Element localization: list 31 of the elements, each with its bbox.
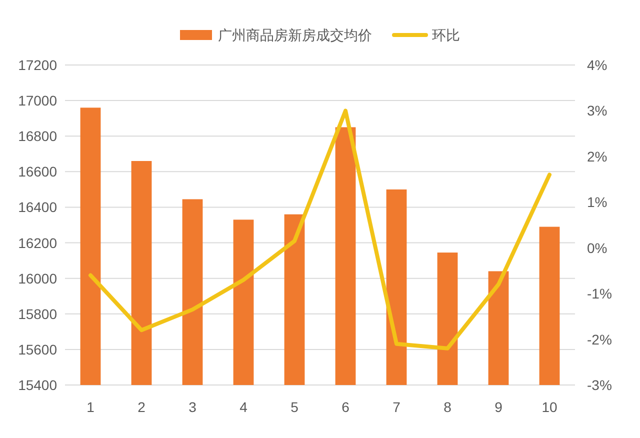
line-series — [88, 108, 552, 350]
y-tick-label: 16200 — [18, 234, 58, 251]
legend-label: 广州商品房新房成交均价 — [218, 27, 372, 43]
x-tick-label: 2 — [138, 399, 146, 415]
y-tick-label: 15600 — [18, 341, 58, 358]
y-tick-label: 16000 — [18, 270, 58, 286]
y2-tick-label: 2% — [587, 148, 608, 164]
y2-tick-label: 4% — [587, 57, 608, 73]
y2-tick-label: 0% — [587, 240, 608, 256]
y-tick-label: 16600 — [18, 164, 58, 180]
y2-tick-label: -1% — [587, 286, 612, 302]
x-tick-label: 3 — [188, 399, 197, 415]
y-tick-label: 16800 — [18, 128, 58, 144]
y2-tick-label: -2% — [587, 331, 612, 348]
y2-tick-label: 3% — [587, 102, 608, 119]
x-tick-label: 4 — [240, 399, 248, 415]
x-tick-label: 5 — [290, 399, 299, 415]
legend-label: 环比 — [432, 27, 460, 43]
y2-tick-label: -3% — [587, 377, 612, 393]
y-tick-label: 17200 — [18, 57, 58, 73]
y-tick-label: 17000 — [18, 92, 58, 109]
y-tick-label: 15400 — [18, 377, 58, 393]
x-tick-label: 7 — [392, 399, 401, 415]
x-tick-label: 8 — [444, 399, 452, 415]
x-tick-label: 6 — [342, 399, 350, 415]
y-tick-label: 15800 — [18, 306, 58, 322]
x-tick-label: 10 — [542, 399, 558, 415]
y2-tick-label: 1% — [587, 194, 608, 210]
y-tick-label: 16400 — [18, 199, 58, 216]
x-tick-label: 9 — [494, 399, 503, 415]
x-tick-label: 1 — [86, 399, 95, 415]
